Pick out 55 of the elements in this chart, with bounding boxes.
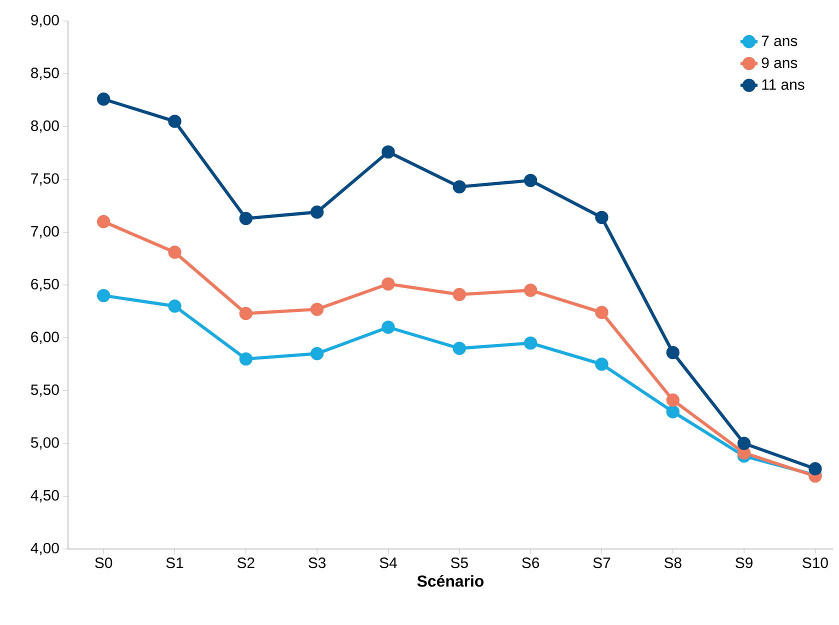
- y-tick-label: 5,50: [30, 384, 59, 397]
- point: [452, 288, 466, 302]
- point: [239, 306, 253, 320]
- point: [239, 352, 253, 366]
- point: [524, 284, 538, 297]
- point: [310, 302, 324, 316]
- point: [310, 347, 324, 360]
- point: [595, 306, 608, 320]
- point: [666, 346, 680, 360]
- x-tick-label: S9: [736, 558, 752, 568]
- legend-label: 11 ans: [762, 79, 804, 90]
- point: [595, 210, 608, 224]
- x-tick-label: S6: [522, 558, 540, 568]
- point: [96, 92, 110, 106]
- x-tick-label: S2: [237, 558, 254, 568]
- point: [310, 206, 324, 219]
- y-tick-label: 6,00: [31, 332, 59, 344]
- point: [168, 300, 182, 313]
- point: [382, 277, 395, 291]
- point: [96, 215, 110, 228]
- x-tick-label: S7: [593, 558, 610, 568]
- point: [524, 174, 538, 188]
- legend-label: 9 ans: [762, 58, 798, 68]
- y-tick-label: 6,50: [31, 278, 59, 292]
- y-tick-label: 8,00: [31, 120, 59, 133]
- y-tick-label: 9,00: [31, 14, 59, 28]
- y-tick-label: 7,50: [31, 173, 59, 186]
- point: [168, 114, 182, 128]
- x-tick-label: S10: [802, 558, 828, 568]
- point: [524, 336, 538, 350]
- point: [666, 394, 680, 407]
- x-tick-label: S5: [450, 558, 468, 568]
- x-tick-label: S1: [166, 558, 184, 568]
- x-tick-label: S4: [380, 558, 397, 568]
- point: [452, 180, 466, 194]
- legend-label: 7 ans: [762, 36, 798, 46]
- x-tick-label: S3: [308, 558, 326, 568]
- point: [452, 342, 466, 355]
- y-tick-label: 8,50: [31, 68, 59, 80]
- point: [595, 358, 608, 371]
- x-axis-title: Scénario: [417, 574, 484, 587]
- point: [168, 246, 182, 259]
- y-tick-label: 4,00: [30, 542, 59, 556]
- y-tick-label: 7,00: [31, 226, 59, 238]
- point: [382, 320, 395, 334]
- point: [239, 212, 253, 226]
- x-tick-label: S0: [95, 558, 112, 568]
- y-tick-label: 4,50: [30, 490, 59, 502]
- y-tick-label: 5,00: [30, 437, 59, 450]
- point: [737, 436, 751, 450]
- point: [96, 288, 110, 302]
- x-tick-label: S8: [664, 558, 682, 568]
- point: [382, 145, 395, 159]
- point: [808, 462, 822, 476]
- point: [666, 405, 680, 418]
